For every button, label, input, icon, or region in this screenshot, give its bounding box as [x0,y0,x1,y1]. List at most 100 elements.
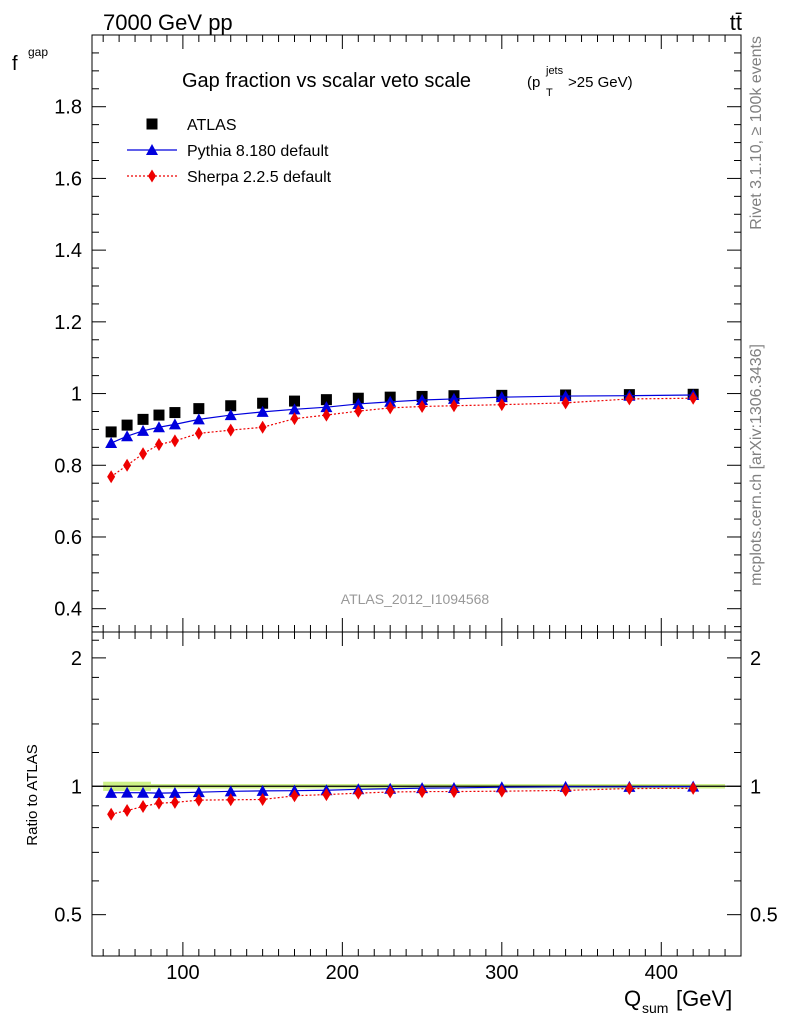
legend-marker-atlas [146,118,158,130]
legend-label-sherpa-2-2-5-default: Sherpa 2.2.5 default [187,169,332,186]
sherpa-2-2-5-default-ratio-point [625,782,634,796]
sherpa-2-2-5-default-point [226,423,235,437]
atlas-point [320,394,332,406]
y-axis-label: f [12,53,18,75]
x-tick-label: 200 [326,962,359,984]
sherpa-2-2-5-default-ratio-point [561,783,570,797]
pythia-8-180-default-point [352,397,365,409]
sherpa-2-2-5-default-ratio-point [226,793,235,807]
x-axis-label: Q [624,986,641,1011]
sherpa-2-2-5-default-ratio-point [154,796,163,810]
atlas-point [225,400,237,412]
sherpa-2-2-5-default-point [386,401,395,415]
pythia-8-180-default-point [320,401,333,413]
pythia-8-180-default-point [224,409,237,421]
atlas-point [153,409,165,421]
atlas-point [193,403,205,415]
pythia-8-180-default-ratio-point [105,786,118,798]
pythia-8-180-default-point [416,394,429,406]
pythia-8-180-default-point [384,395,397,407]
sherpa-2-2-5-default-point [418,399,427,413]
sherpa-2-2-5-default-point [497,398,506,412]
y-tick-label: 1.8 [54,97,82,119]
pythia-8-180-default-ratio-point [256,784,269,796]
y-tick-label: 0.8 [54,455,82,477]
y-axis-label-sub: gap [28,45,48,59]
atlas-point [169,407,181,419]
sherpa-2-2-5-default-point [258,420,267,434]
sherpa-2-2-5-default-ratio-line [111,787,694,815]
pythia-8-180-default-ratio-point [168,786,181,798]
chart-title: Gap fraction vs scalar veto scale [182,70,471,92]
sherpa-2-2-5-default-ratio-point [354,786,363,800]
legend-marker-pythia-8-180-default [146,144,158,155]
atlas-point [121,419,133,431]
sherpa-2-2-5-default-ratio-point [170,795,179,809]
sherpa-2-2-5-default-ratio-point [689,781,698,795]
sherpa-2-2-5-default-point [689,391,698,405]
sherpa-2-2-5-default-point [449,399,458,413]
mcplots-label: mcplots.cern.ch [arXiv:1306.3436] [748,344,765,586]
x-tick-label: 100 [166,962,199,984]
y-tick-label: 1.4 [54,240,82,262]
sherpa-2-2-5-default-ratio-point [322,788,331,802]
x-axis-label-sub: sum [642,1000,668,1016]
sherpa-2-2-5-default-point [107,470,116,484]
sherpa-2-2-5-default-ratio-point [258,792,267,806]
pythia-8-180-default-ratio-point [137,786,150,798]
ratio-y-tick-label: 0.5 [54,905,82,927]
sherpa-2-2-5-default-ratio-point [290,789,299,803]
chart-title-cut-tail: >25 GeV) [568,74,633,91]
legend-marker-sherpa-2-2-5-default [148,169,156,183]
analysis-label: ATLAS_2012_I1094568 [341,591,490,607]
pythia-8-180-default-ratio-point [121,786,134,798]
x-tick-label: 300 [485,962,518,984]
atlas-point [257,397,269,409]
sherpa-2-2-5-default-ratio-point [418,785,427,799]
sherpa-2-2-5-default-ratio-point [139,800,148,814]
sherpa-2-2-5-default-point [139,447,148,461]
rivet-version-label: Rivet 3.1.10, ≥ 100k events [748,36,765,230]
pythia-8-180-default-point [495,391,508,403]
sherpa-2-2-5-default-point [170,434,179,448]
ratio-y-axis-label: Ratio to ATLAS [24,744,41,845]
sherpa-2-2-5-default-point [194,426,203,440]
ratio-y-tick-label-right: 1 [750,776,761,798]
ratio-y-tick-label: 2 [71,648,82,670]
energy-label: 7000 GeV pp [103,10,233,35]
sherpa-2-2-5-default-point [154,437,163,451]
sherpa-2-2-5-default-point [123,458,132,472]
pythia-8-180-default-ratio-point [152,787,165,799]
ratio-plot-frame [91,631,742,957]
pythia-8-180-default-point [256,405,269,417]
x-tick-label: 400 [645,962,678,984]
pythia-8-180-default-point [288,403,301,415]
chart-title-cut-sup: jets [545,65,564,77]
y-tick-label: 0.6 [54,527,82,549]
sherpa-2-2-5-default-point [625,392,634,406]
sherpa-2-2-5-default-ratio-point [194,793,203,807]
sherpa-2-2-5-default-ratio-point [107,807,116,821]
atlas-point [289,395,301,407]
sherpa-2-2-5-default-point [561,396,570,410]
pythia-8-180-default-point [559,390,572,402]
sherpa-2-2-5-default-ratio-point [123,804,132,818]
ratio-y-tick-label: 1 [71,776,82,798]
y-tick-label: 0.4 [54,599,82,621]
process-label: tt̄ [730,10,742,35]
pythia-8-180-default-ratio-point [224,785,237,797]
pythia-8-180-default-point [192,413,205,425]
chart-title-cut: (p [527,74,540,91]
y-tick-label: 1.2 [54,312,82,334]
pythia-8-180-default-ratio-point [192,786,205,798]
ratio-y-tick-label-right: 2 [750,648,761,670]
sherpa-2-2-5-default-ratio-point [497,784,506,798]
sherpa-2-2-5-default-line [110,397,694,478]
sherpa-2-2-5-default-ratio-point [449,785,458,799]
sherpa-2-2-5-default-point [322,408,331,422]
pythia-8-180-default-point [137,424,150,436]
pythia-8-180-default-point [152,421,165,433]
pythia-8-180-default-point [168,418,181,430]
y-tick-label: 1.6 [54,168,82,190]
